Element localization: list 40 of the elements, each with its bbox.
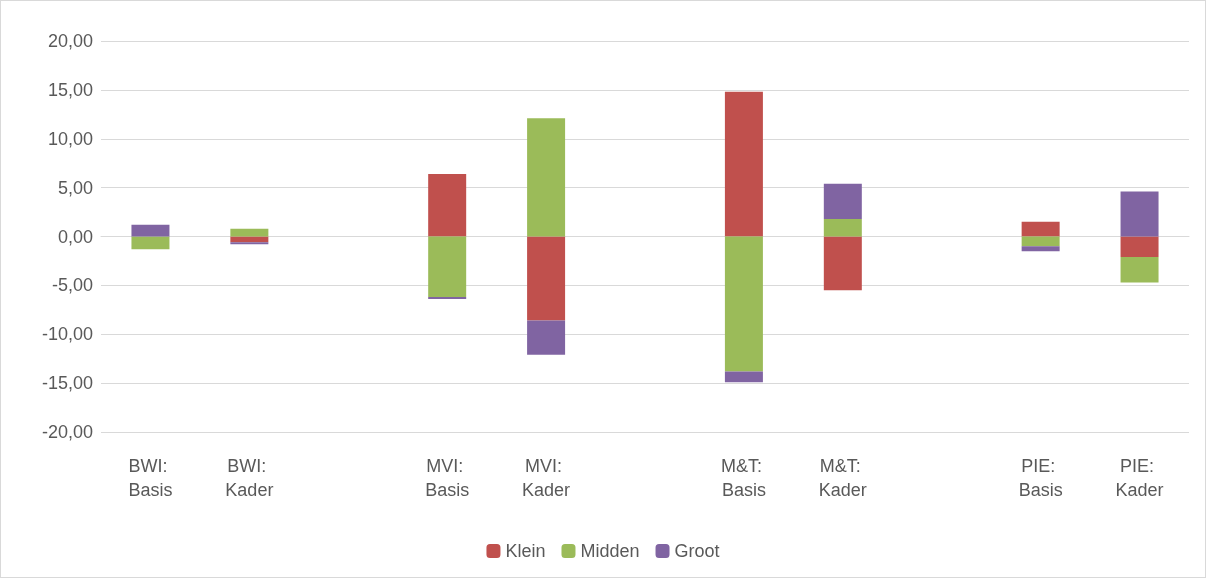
x-tick-label: MVI: Kader [522, 456, 571, 500]
x-tick-label: BWI: Kader [225, 456, 274, 500]
bar [1021, 246, 1060, 252]
legend-label: Klein [505, 541, 546, 561]
y-tick-label: 10,00 [47, 128, 93, 149]
bar [1120, 236, 1159, 258]
bar [724, 371, 763, 383]
bar [724, 236, 763, 372]
y-tick-label: 5,00 [57, 177, 93, 198]
x-tick-label: PIE: Basis [1018, 456, 1063, 500]
bar [1120, 257, 1159, 283]
y-tick-label: -20,00 [41, 422, 93, 442]
y-tick-label: -10,00 [41, 324, 93, 345]
bar [131, 224, 170, 237]
y-tick-label: -15,00 [41, 373, 93, 394]
bar [428, 236, 467, 298]
y-tick-label: 15,00 [47, 79, 93, 100]
bar [527, 320, 566, 355]
y-tick-label: 20,00 [47, 31, 93, 51]
bar [527, 236, 566, 321]
bar [823, 218, 862, 237]
y-tick-label: 0,00 [57, 226, 93, 247]
bar [823, 236, 862, 291]
bar [527, 118, 566, 237]
x-tick-label: PIE: Kader [1115, 456, 1164, 500]
legend-label: Midden [580, 541, 640, 561]
bar [131, 236, 170, 250]
bar [1120, 191, 1159, 237]
legend-label: Groot [674, 541, 720, 561]
bar [230, 228, 269, 237]
x-tick-label: M&T: Basis [720, 456, 767, 500]
bar [724, 91, 763, 237]
x-tick-label: BWI: Basis [128, 456, 173, 500]
x-tick-label: M&T: Kader [818, 456, 867, 500]
bar [1021, 236, 1060, 247]
bar [428, 173, 467, 237]
bar [1021, 221, 1060, 237]
bar [823, 183, 862, 219]
y-tick-label: -5,00 [51, 275, 93, 296]
x-tick-label: MVI: Basis [425, 456, 470, 500]
